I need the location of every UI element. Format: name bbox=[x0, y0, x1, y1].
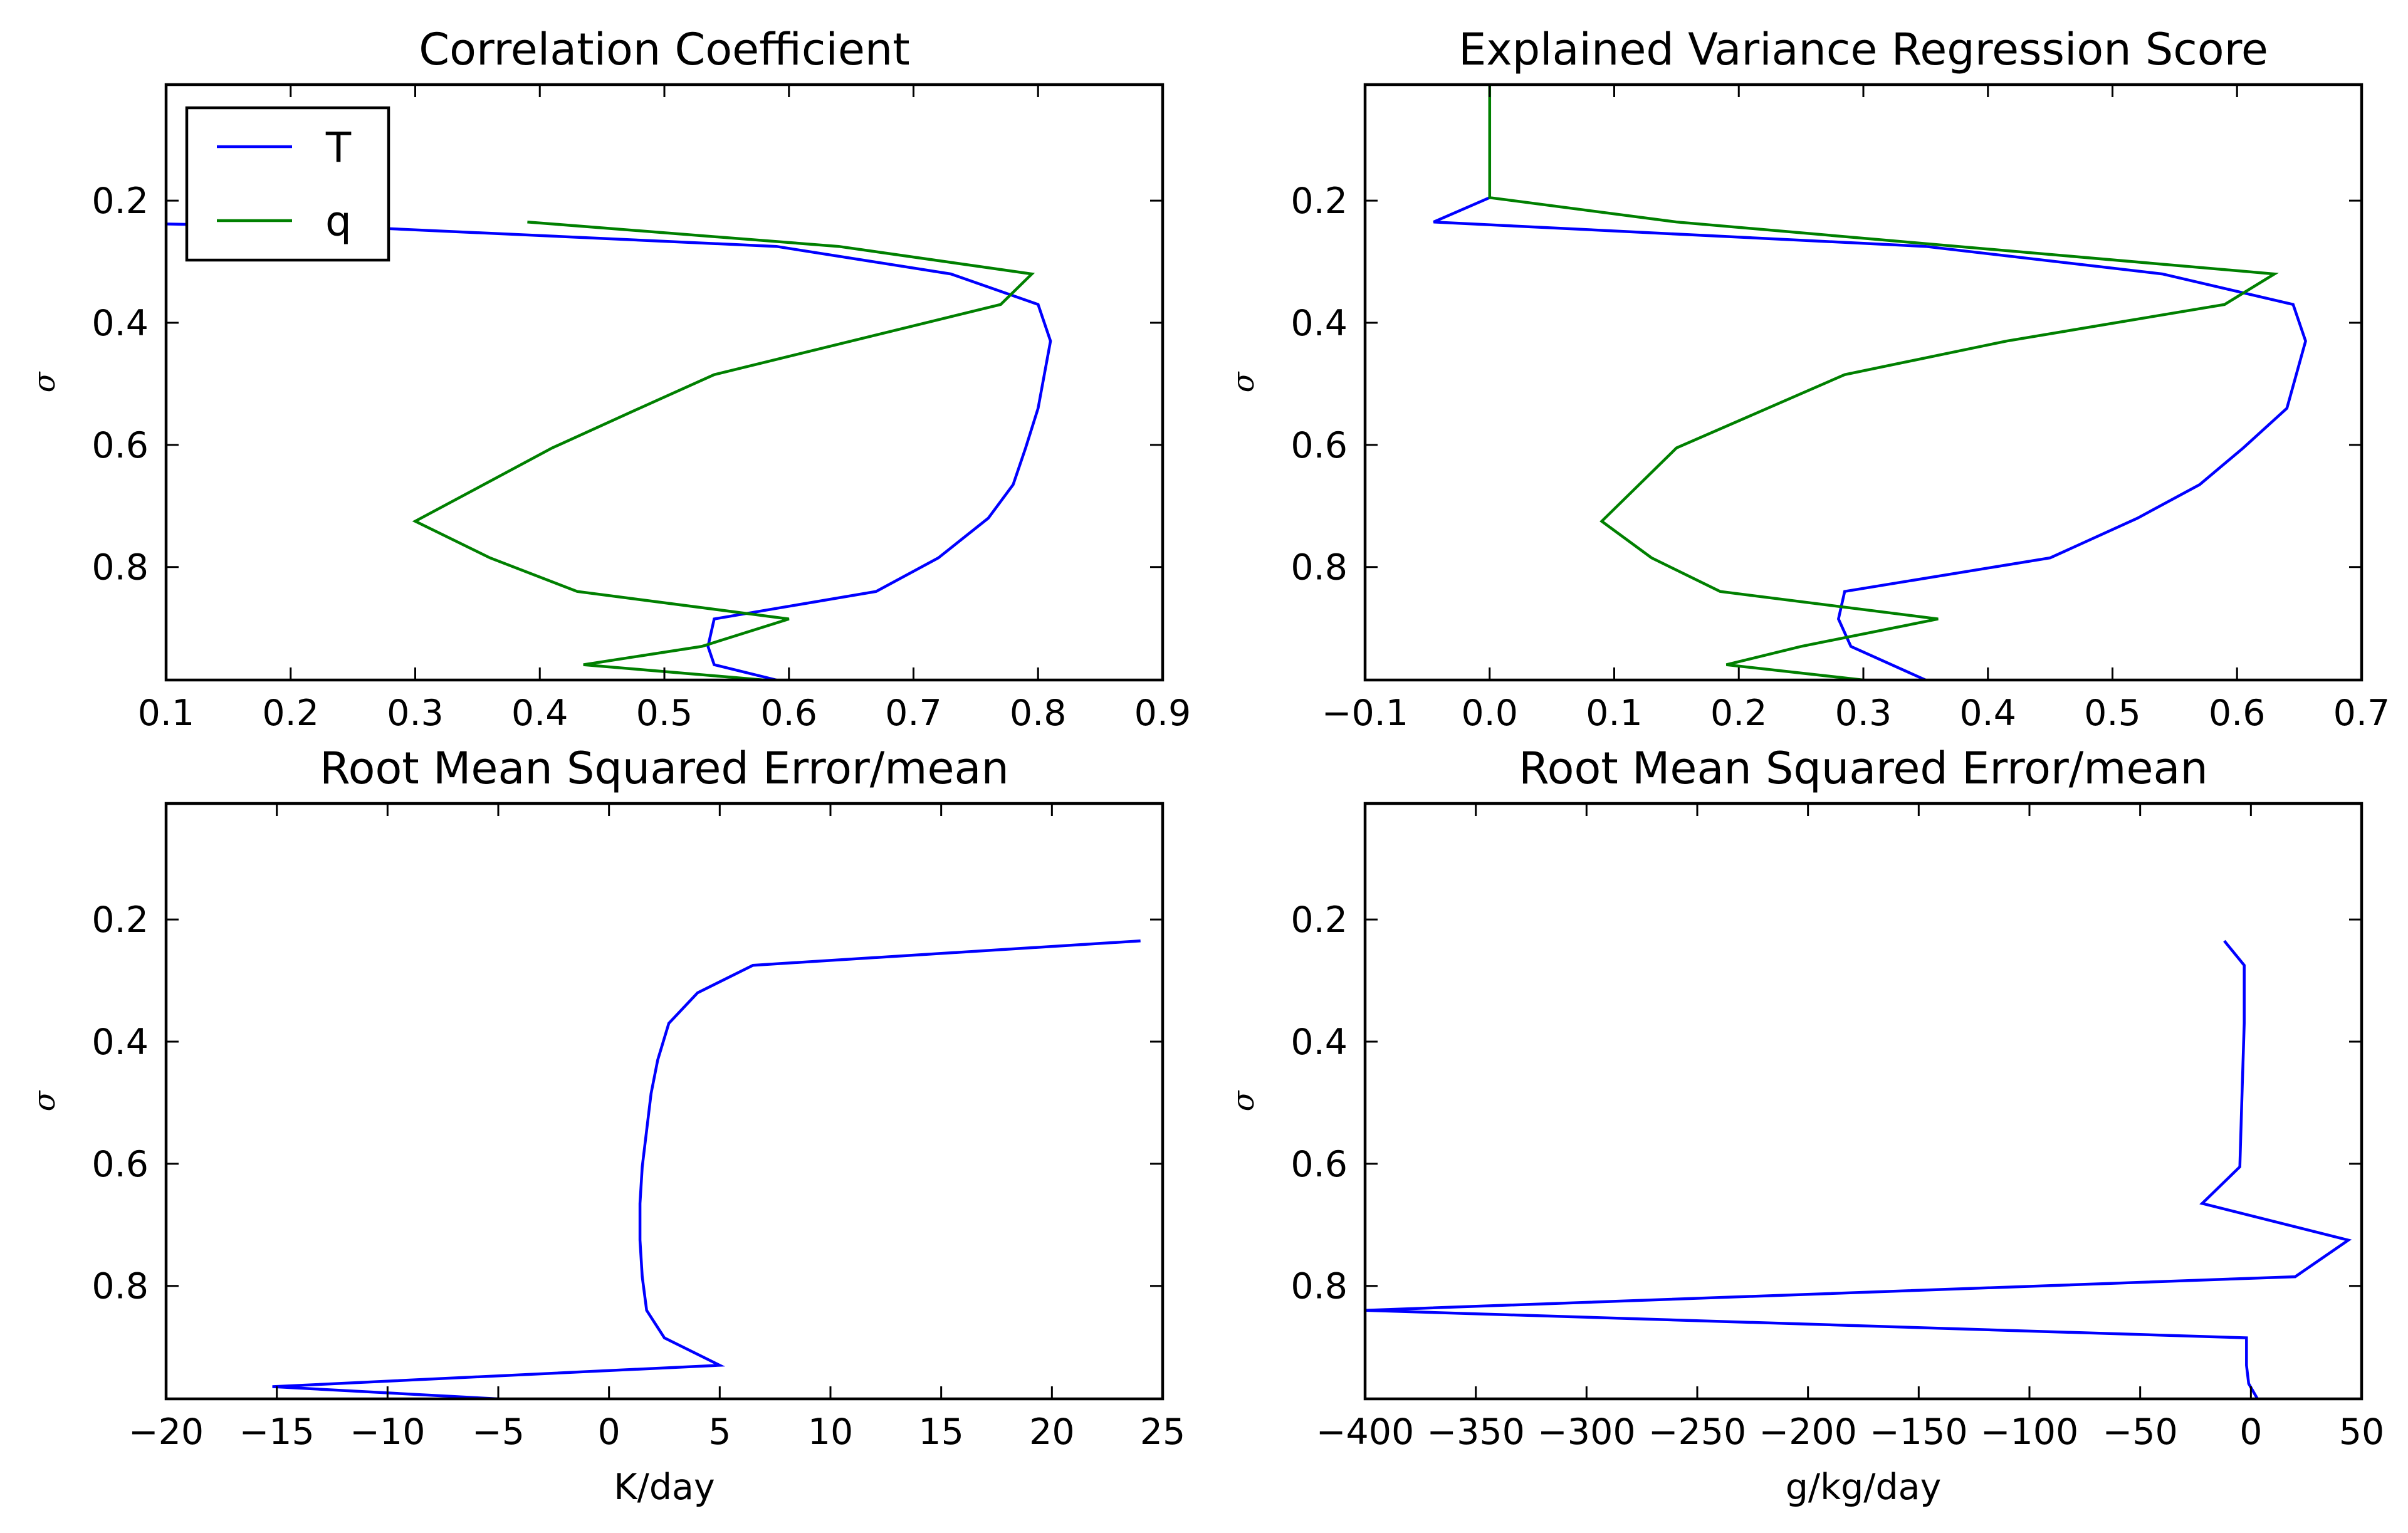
x-tick-label: 0.6 bbox=[2209, 693, 2266, 734]
series-line-t bbox=[272, 939, 1141, 1399]
x-tick-label: −15 bbox=[239, 1411, 315, 1453]
x-tick-label: 0.3 bbox=[1835, 693, 1892, 734]
x-tick-label: 50 bbox=[2339, 1411, 2385, 1453]
x-tick-label: 0.4 bbox=[1959, 693, 2016, 734]
x-tick-label: 0 bbox=[2239, 1411, 2262, 1453]
x-tick-label: 0.2 bbox=[1710, 693, 1767, 734]
legend-box bbox=[185, 106, 390, 262]
series-line-q bbox=[1365, 939, 2352, 1399]
x-tick-label: 0.1 bbox=[138, 693, 195, 734]
plot-frame bbox=[1363, 802, 2364, 1401]
x-axis-label: g/kg/day bbox=[1786, 1467, 1942, 1508]
series-line-t bbox=[1433, 196, 2307, 680]
x-tick-label: 0.2 bbox=[262, 693, 319, 734]
series-line-t bbox=[166, 222, 1052, 680]
y-tick-label: 0.6 bbox=[1290, 1144, 1348, 1185]
x-tick-label: 0.9 bbox=[1134, 693, 1191, 734]
x-axis-label: K/day bbox=[614, 1467, 715, 1508]
x-tick-label: 10 bbox=[808, 1411, 854, 1453]
x-tick-label: −300 bbox=[1537, 1411, 1636, 1453]
y-tick-label: 0.8 bbox=[1290, 1266, 1348, 1307]
x-tick-label: −0.1 bbox=[1322, 693, 1408, 734]
x-tick-label: −5 bbox=[472, 1411, 525, 1453]
x-tick-label: −350 bbox=[1426, 1411, 1525, 1453]
y-tick-label: 0.2 bbox=[1290, 899, 1348, 941]
y-tick-label: 0.8 bbox=[92, 547, 149, 589]
y-tick-label: 0.6 bbox=[92, 1144, 149, 1185]
x-tick-label: 0 bbox=[598, 1411, 620, 1453]
panel-title: Root Mean Squared Error/mean bbox=[320, 743, 1009, 794]
x-tick-label: 0.5 bbox=[2084, 693, 2141, 734]
y-tick-label: 0.2 bbox=[92, 899, 149, 941]
legend-label-q: q bbox=[325, 197, 352, 246]
y-tick-label: 0.2 bbox=[92, 181, 149, 222]
legend-label-t: T bbox=[325, 123, 352, 172]
x-tick-label: 25 bbox=[1140, 1411, 1186, 1453]
y-tick-label: 0.6 bbox=[1290, 425, 1348, 466]
series-line-q bbox=[412, 220, 1035, 680]
x-tick-label: 0.1 bbox=[1586, 693, 1643, 734]
x-tick-label: −150 bbox=[1870, 1411, 1968, 1453]
x-tick-label: 0.3 bbox=[387, 693, 444, 734]
x-tick-label: 0.0 bbox=[1461, 693, 1518, 734]
x-tick-label: −400 bbox=[1316, 1411, 1415, 1453]
y-axis-label: σ bbox=[1226, 371, 1261, 392]
x-tick-label: 0.6 bbox=[760, 693, 817, 734]
y-tick-label: 0.2 bbox=[1290, 181, 1348, 222]
x-tick-label: 20 bbox=[1029, 1411, 1075, 1453]
y-axis-label: σ bbox=[27, 371, 62, 392]
x-tick-label: 0.8 bbox=[1010, 693, 1067, 734]
chart-panel-2: −0.1 0.0 0.1 0.2 0.3 0.4 0.5 0.6 0.7 0.2 0.4 0.6 0.8… bbox=[1226, 24, 2390, 734]
y-tick-label: 0.4 bbox=[1290, 303, 1348, 344]
y-axis-label: σ bbox=[1226, 1090, 1261, 1111]
y-axis-label: σ bbox=[27, 1090, 62, 1111]
x-tick-label: 0.7 bbox=[2333, 693, 2390, 734]
x-tick-label: −10 bbox=[350, 1411, 425, 1453]
x-tick-label: 15 bbox=[918, 1411, 964, 1453]
x-tick-label: 0.5 bbox=[636, 693, 693, 734]
x-tick-label: −200 bbox=[1759, 1411, 1857, 1453]
x-tick-label: −50 bbox=[2103, 1411, 2178, 1453]
x-tick-label: 5 bbox=[708, 1411, 731, 1453]
plot-frame bbox=[164, 802, 1165, 1401]
y-tick-label: 0.6 bbox=[92, 425, 149, 466]
y-tick-label: 0.8 bbox=[92, 1266, 149, 1307]
chart-panel-1: 0.1 0.2 0.3 0.4 0.5 0.6 0.7 0.8 0.9 0.2 0.4 0.6 0.8 C… bbox=[27, 24, 1191, 734]
chart-panel-3: −20 −15 −10 −5 0 5 10 15 20 25 0.2 0.4 0.6 0.8 Root Me… bbox=[27, 743, 1185, 1508]
x-tick-label: −250 bbox=[1648, 1411, 1747, 1453]
y-tick-label: 0.4 bbox=[92, 303, 149, 344]
panel-title: Explained Variance Regression Score bbox=[1458, 24, 2268, 75]
panel-title: Correlation Coefficient bbox=[419, 24, 910, 75]
x-tick-label: −20 bbox=[128, 1411, 204, 1453]
y-tick-label: 0.8 bbox=[1290, 547, 1348, 589]
panel-title: Root Mean Squared Error/mean bbox=[1519, 743, 2208, 794]
y-tick-label: 0.4 bbox=[1290, 1022, 1348, 1063]
y-tick-label: 0.4 bbox=[92, 1022, 149, 1063]
series-line-q bbox=[1488, 85, 2279, 680]
chart-panel-4: −400 −350 −300 −250 −200 −150 −100 −50 0 50 0.2 0.4… bbox=[1226, 743, 2384, 1508]
plot-frame bbox=[1363, 83, 2364, 682]
x-tick-label: 0.7 bbox=[885, 693, 942, 734]
legend: Tq bbox=[185, 106, 390, 262]
x-tick-label: −100 bbox=[1981, 1411, 2079, 1453]
x-tick-label: 0.4 bbox=[511, 693, 568, 734]
